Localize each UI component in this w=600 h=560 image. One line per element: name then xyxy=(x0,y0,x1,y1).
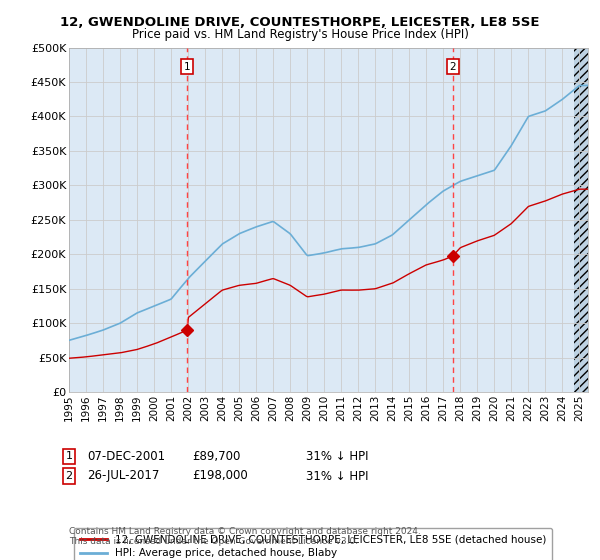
Text: £89,700: £89,700 xyxy=(192,450,241,463)
Text: 12, GWENDOLINE DRIVE, COUNTESTHORPE, LEICESTER, LE8 5SE: 12, GWENDOLINE DRIVE, COUNTESTHORPE, LEI… xyxy=(60,16,540,29)
Text: 1: 1 xyxy=(65,451,73,461)
Text: 2: 2 xyxy=(65,471,73,481)
Bar xyxy=(574,48,588,392)
Text: Contains HM Land Registry data © Crown copyright and database right 2024.
This d: Contains HM Land Registry data © Crown c… xyxy=(69,526,421,546)
Text: 2: 2 xyxy=(449,62,456,72)
Text: 31% ↓ HPI: 31% ↓ HPI xyxy=(306,450,368,463)
Text: £198,000: £198,000 xyxy=(192,469,248,483)
Text: 07-DEC-2001: 07-DEC-2001 xyxy=(87,450,165,463)
Legend: 12, GWENDOLINE DRIVE, COUNTESTHORPE, LEICESTER, LE8 5SE (detached house), HPI: A: 12, GWENDOLINE DRIVE, COUNTESTHORPE, LEI… xyxy=(74,528,553,560)
Text: 26-JUL-2017: 26-JUL-2017 xyxy=(87,469,160,483)
Text: 31% ↓ HPI: 31% ↓ HPI xyxy=(306,469,368,483)
Text: 1: 1 xyxy=(184,62,190,72)
Text: Price paid vs. HM Land Registry's House Price Index (HPI): Price paid vs. HM Land Registry's House … xyxy=(131,28,469,41)
